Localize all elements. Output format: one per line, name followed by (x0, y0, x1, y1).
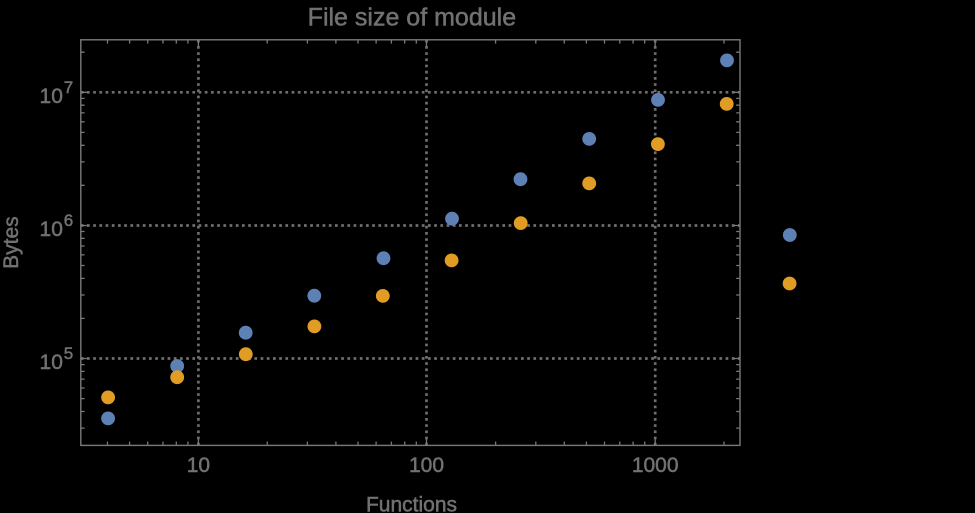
svg-text:1000: 1000 (632, 454, 679, 477)
svg-text:10: 10 (40, 218, 63, 241)
svg-text:10: 10 (40, 351, 63, 374)
svg-text:Functions: Functions (366, 494, 457, 513)
svg-text:7: 7 (64, 78, 73, 97)
svg-text:File size of module: File size of module (308, 4, 516, 32)
svg-text:10: 10 (187, 454, 210, 477)
svg-text:Bytes: Bytes (0, 216, 23, 269)
svg-text:5: 5 (64, 344, 73, 363)
svg-text:100: 100 (409, 454, 444, 477)
svg-text:6: 6 (64, 211, 73, 230)
svg-text:10: 10 (40, 85, 63, 108)
